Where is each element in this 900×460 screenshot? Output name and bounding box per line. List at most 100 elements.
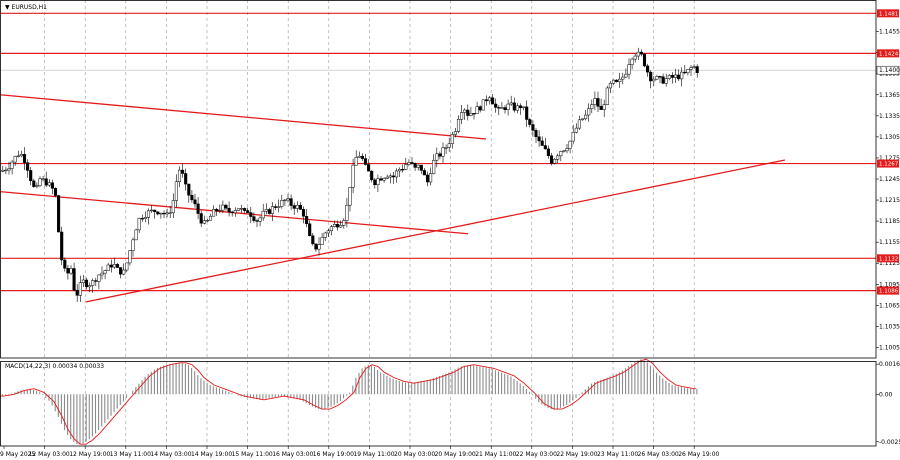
candle-body	[109, 264, 113, 268]
time-tick-label: 14 May 03:00	[150, 451, 191, 458]
candle-body	[608, 82, 612, 89]
candle-body	[354, 157, 358, 166]
candle-body	[134, 229, 138, 241]
candle-body	[531, 124, 535, 131]
candle-body	[162, 212, 166, 215]
macd-signal-line	[0, 358, 696, 445]
candle-body	[522, 106, 526, 109]
trendline	[0, 94, 487, 140]
candle-body	[233, 210, 237, 214]
candle-body	[13, 156, 17, 163]
candle-body	[84, 279, 89, 288]
candle-body	[184, 173, 188, 185]
price-labels: 1.1400 1.1481 1.1424 1.1267 1.1132 1.1086	[876, 9, 900, 295]
candle-body	[295, 204, 299, 209]
current-price-label: 1.1400	[879, 67, 900, 74]
candle-body	[621, 76, 625, 80]
candle-body	[466, 109, 470, 116]
candle-body	[47, 182, 51, 186]
candle-body	[559, 151, 563, 157]
candle-body	[525, 106, 529, 120]
candle-body	[602, 104, 606, 110]
candle-body	[615, 79, 619, 82]
candle-body	[692, 66, 696, 68]
candle-body	[590, 104, 594, 109]
price-tick-label: 1.1245	[879, 176, 900, 183]
time-tick-label: 16 May 03:00	[272, 451, 313, 458]
candle-body	[515, 105, 519, 111]
candle-body	[112, 264, 116, 268]
time-tick-label: 26 May 03:00	[638, 451, 679, 458]
candle-body	[202, 220, 206, 224]
macd-indicator	[0, 358, 698, 445]
candle-body	[680, 71, 684, 80]
candle-body	[215, 209, 219, 212]
candle-body	[360, 155, 364, 159]
time-tick-label: 20 May 03:00	[394, 451, 435, 458]
candle-body	[429, 173, 433, 183]
price-tick-label: 1.1185	[879, 218, 900, 225]
candle-body	[301, 209, 306, 217]
candle-body	[50, 182, 54, 189]
time-tick-label: 9 May 2025	[0, 451, 35, 458]
candle-body	[367, 164, 371, 172]
candle-body	[425, 174, 430, 183]
candle-body	[633, 55, 637, 60]
candle-body	[205, 219, 209, 222]
candle-body	[10, 161, 14, 169]
candle-body	[218, 209, 222, 212]
candle-body	[270, 206, 275, 214]
candle-body	[481, 99, 485, 111]
candle-body	[94, 280, 98, 282]
candle-body	[599, 106, 603, 110]
candle-body	[53, 188, 58, 196]
candle-body	[376, 178, 380, 185]
time-tick-label: 22 May 03:00	[516, 451, 557, 458]
candle-body	[419, 164, 423, 171]
candle-body	[357, 155, 361, 158]
candle-body	[441, 147, 445, 157]
candle-body	[435, 153, 439, 161]
candle-body	[416, 164, 420, 168]
candle-body	[624, 73, 628, 78]
candle-body	[450, 134, 454, 145]
candle-body	[199, 213, 203, 224]
candle-body	[314, 243, 318, 250]
candle-body	[593, 98, 597, 105]
candle-body	[4, 169, 8, 172]
candle-body	[636, 51, 640, 57]
candle-body	[255, 220, 259, 222]
candle-body	[264, 209, 268, 212]
candles	[1, 47, 699, 303]
level-label: 1.1086	[879, 289, 899, 295]
candle-body	[382, 178, 386, 181]
price-tick-label: 1.1335	[879, 113, 900, 120]
price-tick-label: 1.1005	[879, 344, 900, 351]
price-tick-label: 1.1215	[879, 197, 900, 204]
candle-body	[41, 178, 45, 180]
candle-body	[649, 71, 653, 82]
candle-body	[394, 170, 399, 178]
level-badge	[877, 49, 899, 58]
macd-tick-label: -0.00257	[879, 439, 900, 446]
candle-body	[506, 103, 510, 110]
candle-body	[150, 209, 154, 212]
chart-title: ▼ EURUSD,H1	[5, 4, 47, 11]
candle-body	[88, 285, 92, 288]
candle-body	[655, 76, 659, 80]
time-tick-label: 21 May 11:00	[475, 451, 516, 458]
candle-body	[497, 107, 501, 109]
candle-body	[326, 230, 330, 234]
candle-body	[528, 119, 532, 125]
candle-body	[503, 107, 507, 110]
time-tick-label: 16 May 19:00	[313, 451, 354, 458]
price-tick-label: 1.1305	[879, 134, 900, 141]
candle-body	[305, 216, 309, 225]
candle-body	[239, 208, 244, 210]
candle-body	[208, 215, 213, 221]
candle-body	[478, 106, 482, 111]
candle-body	[661, 76, 665, 84]
candle-body	[243, 208, 247, 211]
